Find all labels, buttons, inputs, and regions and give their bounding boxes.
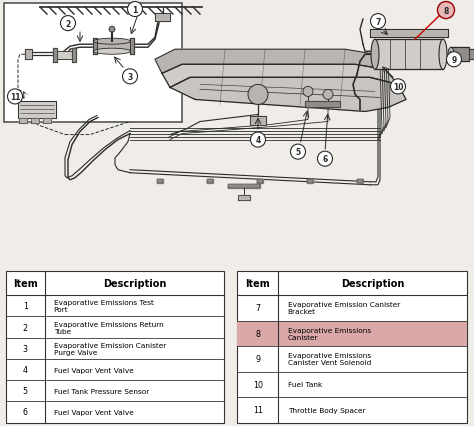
Text: Fuel Tank Pressure Sensor: Fuel Tank Pressure Sensor [54, 388, 149, 394]
Text: Fuel Vapor Vent Valve: Fuel Vapor Vent Valve [54, 367, 133, 373]
Circle shape [291, 145, 306, 160]
Polygon shape [375, 40, 443, 70]
Circle shape [250, 133, 265, 148]
Circle shape [8, 89, 22, 105]
Polygon shape [72, 49, 76, 63]
Polygon shape [155, 14, 170, 22]
Bar [4, 4, 182, 122]
Text: Item: Item [246, 279, 270, 288]
Ellipse shape [93, 39, 130, 45]
Polygon shape [155, 50, 385, 74]
Text: Description: Description [341, 279, 404, 288]
Polygon shape [130, 39, 134, 55]
Text: Evaporative Emission Canister
Bracket: Evaporative Emission Canister Bracket [288, 302, 400, 315]
Text: 9: 9 [451, 56, 456, 65]
Text: Evaporative Emissions Return
Tube: Evaporative Emissions Return Tube [54, 321, 164, 334]
Circle shape [438, 3, 455, 20]
Text: 6: 6 [322, 155, 328, 164]
Polygon shape [18, 102, 56, 118]
Text: 4: 4 [23, 365, 28, 374]
Circle shape [318, 152, 332, 167]
Text: Evaporative Emission Canister
Purge Valve: Evaporative Emission Canister Purge Valv… [54, 342, 166, 355]
Polygon shape [157, 179, 163, 183]
Polygon shape [25, 50, 32, 60]
Polygon shape [31, 118, 39, 123]
Text: Evaporative Emissions
Canister Vent Solenoid: Evaporative Emissions Canister Vent Sole… [288, 353, 371, 366]
Circle shape [447, 52, 462, 68]
Text: 3: 3 [23, 344, 28, 353]
Text: 1: 1 [23, 302, 28, 311]
Polygon shape [170, 78, 406, 112]
Polygon shape [162, 65, 398, 88]
Text: 10: 10 [253, 380, 263, 389]
Text: 8: 8 [443, 6, 449, 15]
Text: 7: 7 [375, 17, 381, 26]
Circle shape [371, 14, 385, 29]
Text: 8: 8 [255, 329, 260, 338]
Polygon shape [305, 102, 340, 108]
Text: Evaporative Emissions
Canister: Evaporative Emissions Canister [288, 327, 371, 340]
Circle shape [109, 27, 115, 33]
Circle shape [122, 69, 137, 85]
Circle shape [61, 17, 75, 32]
Polygon shape [55, 52, 72, 60]
Text: Fuel Vapor Vent Valve: Fuel Vapor Vent Valve [54, 409, 133, 415]
Polygon shape [95, 42, 130, 52]
Text: 11: 11 [253, 406, 263, 414]
Text: 5: 5 [295, 148, 301, 157]
Polygon shape [19, 118, 27, 123]
Polygon shape [469, 50, 474, 60]
Text: 11: 11 [10, 93, 20, 102]
Polygon shape [370, 30, 448, 38]
Text: 5: 5 [23, 386, 28, 395]
Polygon shape [207, 179, 213, 183]
Text: 1: 1 [132, 6, 137, 14]
Ellipse shape [439, 40, 447, 70]
Polygon shape [307, 179, 313, 183]
Circle shape [391, 80, 405, 95]
Circle shape [128, 3, 143, 17]
Polygon shape [357, 179, 363, 183]
Polygon shape [228, 184, 260, 188]
Circle shape [248, 85, 268, 105]
Text: 4: 4 [255, 136, 261, 145]
Ellipse shape [93, 49, 130, 55]
Text: Throttle Body Spacer: Throttle Body Spacer [288, 407, 365, 413]
Circle shape [323, 90, 333, 100]
Ellipse shape [371, 40, 379, 70]
Text: 10: 10 [393, 83, 403, 92]
Polygon shape [53, 49, 57, 63]
Polygon shape [93, 39, 97, 55]
Polygon shape [257, 179, 263, 183]
Ellipse shape [448, 48, 454, 62]
Text: 2: 2 [65, 20, 71, 29]
Text: 2: 2 [23, 323, 28, 332]
Text: Fuel Tank: Fuel Tank [288, 382, 322, 388]
Text: Description: Description [103, 279, 166, 288]
Text: 6: 6 [23, 408, 28, 417]
Polygon shape [451, 48, 469, 62]
Text: 7: 7 [255, 304, 260, 313]
Polygon shape [238, 196, 250, 200]
Text: Item: Item [13, 279, 38, 288]
Text: 3: 3 [128, 73, 133, 82]
Polygon shape [43, 118, 51, 123]
Bar [237, 321, 467, 346]
Text: 9: 9 [255, 354, 260, 363]
Polygon shape [250, 117, 266, 125]
Circle shape [303, 87, 313, 97]
Text: Evaporative Emissions Test
Port: Evaporative Emissions Test Port [54, 299, 154, 313]
